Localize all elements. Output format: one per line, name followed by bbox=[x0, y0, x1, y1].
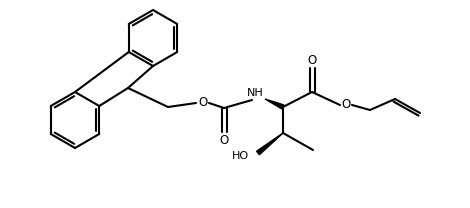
Text: O: O bbox=[219, 134, 228, 146]
Text: HO: HO bbox=[232, 151, 249, 161]
Text: O: O bbox=[341, 98, 351, 110]
Polygon shape bbox=[257, 133, 283, 155]
Polygon shape bbox=[265, 99, 284, 109]
Text: O: O bbox=[307, 54, 317, 68]
Text: NH: NH bbox=[247, 88, 263, 98]
Text: O: O bbox=[198, 95, 208, 109]
